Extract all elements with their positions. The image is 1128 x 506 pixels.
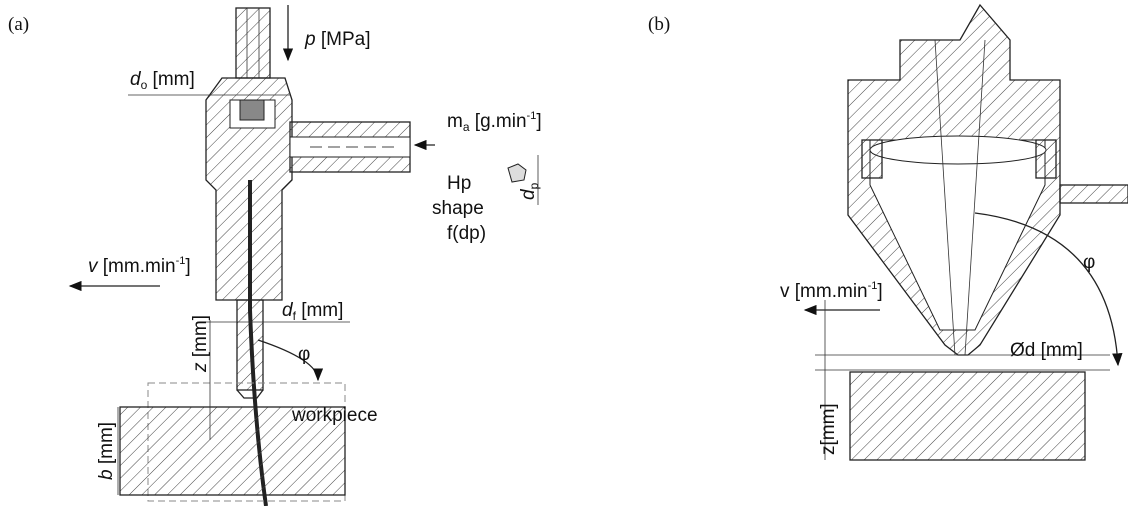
label-part: b	[96, 469, 117, 480]
panel-b: (b) v [mm.min-1] φ Ød [mm] z[mm]	[648, 3, 1128, 461]
diameter-label: Ød [mm]	[1010, 340, 1083, 361]
label-part: [mm]	[190, 315, 211, 357]
thickness-label: b [mm]	[96, 422, 117, 480]
label-part: a	[463, 120, 470, 134]
label-part: v	[88, 256, 99, 277]
speed-label: v [mm.min-1]	[780, 280, 883, 302]
label-part: ]	[536, 111, 541, 132]
panel-a: (a) p [MPa] do [mm] ma [g.min-1] Hp shap…	[8, 5, 542, 506]
inlet-tube	[235, 7, 271, 79]
angle-label: φ	[298, 344, 310, 365]
label-part: [mm]	[301, 300, 343, 321]
label-part: d	[130, 69, 142, 90]
particle-size-label: dp	[518, 182, 541, 200]
label-part: [g.min	[475, 111, 527, 132]
particle-label: shape	[432, 198, 484, 219]
label-part: -1	[527, 110, 537, 122]
workpiece-block	[119, 406, 346, 496]
label-part: d	[282, 300, 294, 321]
orifice-label: do [mm]	[130, 69, 195, 94]
label-part: [mm.min	[103, 256, 176, 277]
standoff-label: z [mm]	[190, 315, 211, 373]
label-part: [mm]	[96, 422, 117, 464]
label-part: d	[518, 188, 539, 200]
panel-label: (b)	[648, 14, 670, 35]
label-part: m	[447, 111, 463, 132]
label-part: p	[527, 182, 541, 189]
label-part: -1	[176, 255, 186, 267]
label-part: z	[190, 362, 211, 373]
abrasive-label: ma [g.min-1]	[447, 110, 542, 136]
speed-label: v [mm.min-1]	[88, 255, 191, 277]
label-part: o	[141, 78, 148, 92]
pressure-label: p [MPa]	[304, 29, 370, 50]
particle-label: Hp	[447, 173, 471, 194]
panel-label: (a)	[8, 14, 29, 35]
workpiece-label: workpiece	[291, 405, 378, 426]
particle-label: f(dp)	[447, 223, 486, 244]
workpiece-block	[849, 371, 1086, 461]
angle-label: φ	[1083, 252, 1095, 273]
label-part: p	[304, 29, 316, 50]
label-part: [mm]	[153, 69, 195, 90]
label-part: [MPa]	[321, 29, 371, 50]
label-part: v [mm.min	[780, 281, 868, 302]
label-part: f	[293, 309, 297, 323]
standoff-label: z[mm]	[818, 403, 839, 455]
label-part: ]	[877, 281, 882, 302]
label-part: ]	[185, 256, 190, 277]
focus-label: df [mm]	[282, 300, 343, 325]
label-part: -1	[868, 280, 878, 292]
